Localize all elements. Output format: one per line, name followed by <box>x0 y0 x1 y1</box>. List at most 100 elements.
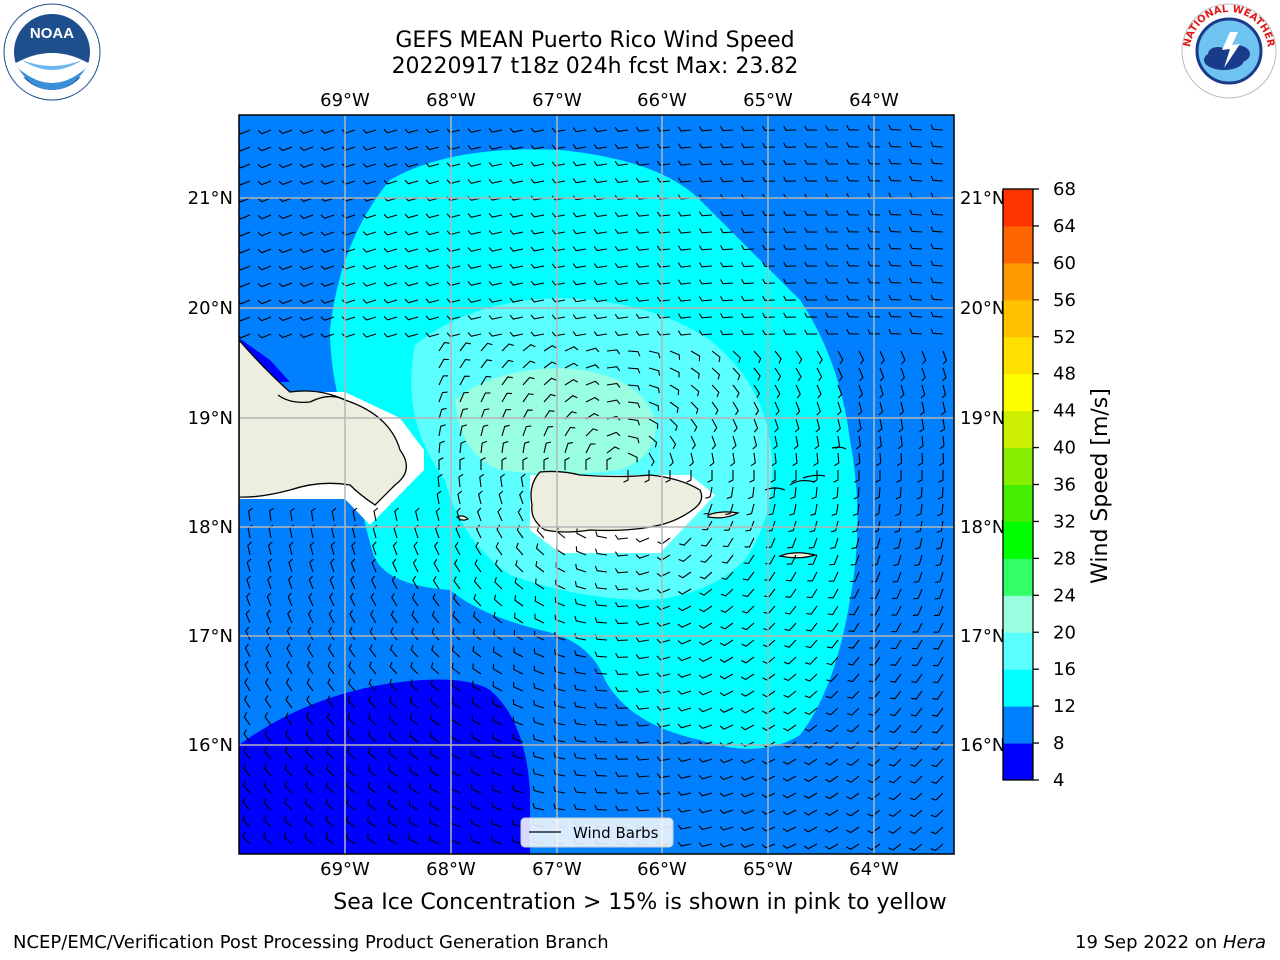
wind-barb <box>239 197 251 203</box>
wind-barb <box>627 418 640 426</box>
wind-barb <box>698 758 713 763</box>
wind-barb <box>409 748 419 760</box>
wind-barb <box>572 161 587 167</box>
colorbar-tick-label: 20 <box>1053 622 1076 643</box>
wind-barb <box>326 747 335 760</box>
lon-label: 67°W <box>532 90 582 111</box>
wind-barb <box>635 537 650 543</box>
wind-barb <box>627 435 640 444</box>
wind-barb <box>491 732 503 743</box>
wind-barb <box>248 507 254 522</box>
wind-barb <box>247 524 253 539</box>
wind-barb <box>614 568 629 574</box>
lon-label: 65°W <box>743 90 793 111</box>
wind-barb <box>404 247 419 253</box>
wind-barb <box>782 758 797 765</box>
wind-barb <box>593 246 608 252</box>
wind-barb <box>911 656 923 667</box>
wind-barb <box>436 490 442 505</box>
wind-barb <box>677 841 692 847</box>
wind-barb <box>615 669 629 675</box>
wind-barb <box>411 610 419 624</box>
wind-barb <box>239 214 251 220</box>
wind-barb <box>488 332 503 337</box>
wind-barb <box>711 384 720 398</box>
wind-barb <box>320 248 335 253</box>
wind-barb <box>346 781 356 794</box>
wind-barb <box>278 129 293 135</box>
wind-barb <box>389 644 398 658</box>
wind-barb <box>410 627 419 641</box>
wind-barb <box>846 295 860 301</box>
wind-barb <box>656 296 671 302</box>
wind-barb <box>846 809 860 817</box>
wind-barb <box>320 231 335 236</box>
wind-barb <box>299 248 314 254</box>
wind-barb <box>897 435 903 450</box>
wind-barb <box>825 227 838 233</box>
noaa-logo: NOAA <box>3 3 101 101</box>
wind-barb <box>285 712 293 726</box>
wind-barb <box>782 775 797 782</box>
wind-barb <box>348 644 356 658</box>
lon-label: 68°W <box>426 90 476 111</box>
wind-barb <box>471 766 482 777</box>
wind-barb <box>648 401 660 411</box>
wind-barb <box>564 346 579 352</box>
wind-barb <box>606 349 621 355</box>
wind-barb <box>501 376 513 386</box>
wind-barb <box>635 603 650 609</box>
wind-barb <box>614 211 629 217</box>
wind-barb <box>938 470 944 483</box>
land-hispaniola-north-coast <box>277 394 346 403</box>
wind-barb <box>530 331 545 337</box>
wind-barb <box>899 384 905 399</box>
wind-barb <box>848 639 860 649</box>
wind-barb <box>700 554 713 563</box>
wind-barb <box>762 707 776 715</box>
wind-barb <box>239 248 251 254</box>
wind-barb <box>867 311 881 318</box>
wind-barb <box>934 605 944 617</box>
colorbar-tick-label: 32 <box>1053 511 1076 532</box>
wind-barb <box>244 677 251 692</box>
wind-barb <box>656 160 671 166</box>
wind-barb <box>543 393 556 403</box>
wind-barb <box>635 620 650 626</box>
wind-barb <box>491 836 503 845</box>
wind-barb <box>762 261 776 267</box>
wind-barb <box>783 159 797 165</box>
wind-barb <box>741 622 755 631</box>
wind-barb <box>573 787 587 794</box>
wind-barb <box>909 158 923 165</box>
wind-barb <box>699 571 713 580</box>
wind-barb <box>585 380 600 386</box>
wind-barb <box>804 227 818 233</box>
wind-barb <box>452 628 461 641</box>
wind-barb <box>932 656 944 667</box>
wind-barb <box>627 401 641 409</box>
wind-barb <box>930 226 944 233</box>
colorbar-tick-label: 52 <box>1053 327 1076 348</box>
wind-barb <box>703 503 713 515</box>
wind-barb <box>370 575 377 590</box>
wind-barb <box>564 395 578 403</box>
wind-barb <box>362 282 377 287</box>
wind-barb <box>930 243 944 250</box>
wind-barb <box>532 751 545 760</box>
wind-barb <box>452 610 461 624</box>
wind-barb <box>310 524 316 539</box>
wind-barb <box>438 391 448 403</box>
wind-barb <box>698 774 713 780</box>
wind-barb <box>593 212 608 218</box>
wind-barb <box>246 558 252 573</box>
wind-barb <box>551 212 566 218</box>
wind-barb <box>807 554 818 566</box>
wind-barb <box>430 731 440 743</box>
wind-barb <box>656 672 671 678</box>
wind-barb <box>677 622 692 628</box>
wind-barb <box>879 350 885 365</box>
lat-label: 20°N <box>188 298 233 319</box>
wind-barb <box>239 180 251 186</box>
